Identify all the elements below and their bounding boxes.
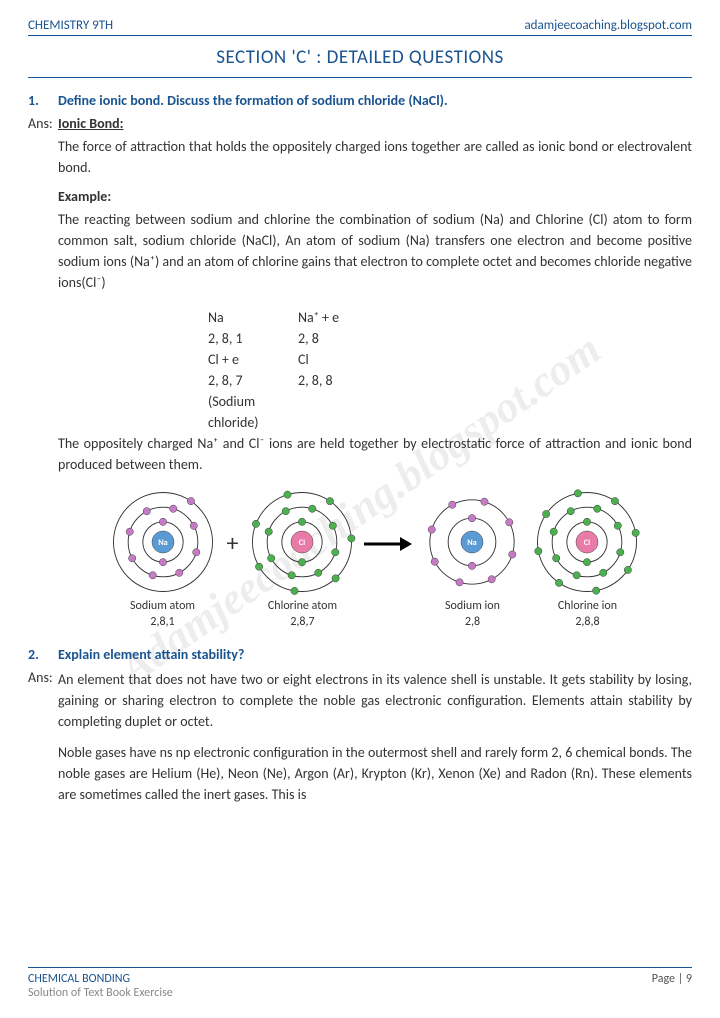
atom-sodium-atom: NaSodium atom2,8,1 [108, 487, 218, 630]
ans-label: Ans: [28, 669, 58, 815]
svg-text:Cl: Cl [584, 538, 590, 548]
q2-para2: Noble gases have ns np electronic config… [58, 742, 692, 805]
page-footer: CHEMICAL BONDING Solution of Text Book E… [28, 967, 692, 1000]
section-title: SECTION 'C' : DETAILED QUESTIONS [28, 40, 692, 78]
answer-1: Ans: Ionic Bond: The force of attraction… [28, 115, 692, 303]
ionic-bond-heading: Ionic Bond: [58, 115, 692, 132]
atom-diagram: NaSodium atom2,8,1+ClChlorine atom2,8,7 N… [58, 487, 692, 630]
atom-sodium-ion: NaSodium ion2,8 [417, 487, 527, 630]
svg-text:Na: Na [158, 538, 168, 548]
ionic-bond-definition: The force of attraction that holds the o… [58, 136, 692, 178]
equation-table: NaNa⁺ + e2, 8, 12, 8Cl + eCl2, 8, 72, 8,… [208, 307, 692, 433]
header-right: adamjeecoaching.blogspot.com [524, 18, 692, 33]
example-text: The reacting between sodium and chlorine… [58, 209, 692, 293]
example-heading: Example: [58, 188, 692, 205]
atom-chlorine-ion: ClChlorine ion2,8,8 [532, 487, 642, 630]
answer-2: Ans: An element that does not have two o… [28, 669, 692, 815]
question-2: 2. Explain element attain stability? [28, 646, 692, 663]
ans-label: Ans: [28, 115, 58, 303]
q2-para1: An element that does not have two or eig… [58, 669, 692, 732]
arrow-icon [362, 529, 412, 559]
q1-number: 1. [28, 92, 58, 109]
svg-text:Cl: Cl [299, 538, 305, 548]
q2-number: 2. [28, 646, 58, 663]
page-number: Page | 9 [652, 972, 692, 1000]
question-1: 1. Define ionic bond. Discuss the format… [28, 92, 692, 109]
q1-text: Define ionic bond. Discuss the formation… [58, 92, 692, 109]
plus-sign: + [227, 529, 239, 588]
page-header: CHEMISTRY 9TH adamjeecoaching.blogspot.c… [28, 18, 692, 36]
footer-subtitle: Solution of Text Book Exercise [28, 986, 173, 1000]
header-left: CHEMISTRY 9TH [28, 18, 113, 33]
atom-chlorine-atom: ClChlorine atom2,8,7 [247, 487, 357, 630]
q2-text: Explain element attain stability? [58, 646, 692, 663]
svg-text:Na: Na [468, 538, 478, 548]
conclusion-text: The oppositely charged Na⁺ and Cl⁻ ions … [58, 433, 692, 475]
footer-title: CHEMICAL BONDING [28, 972, 173, 986]
